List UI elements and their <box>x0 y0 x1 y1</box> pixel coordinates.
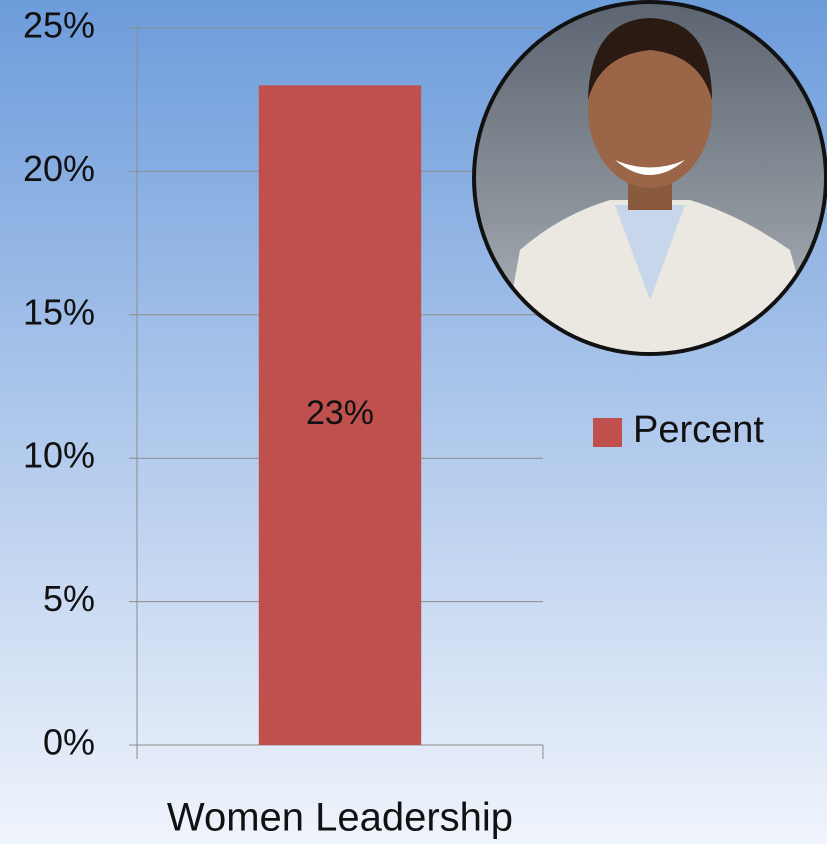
y-tick-label: 5% <box>43 578 95 619</box>
x-tick-label: Women Leadership <box>167 796 513 840</box>
legend-label: Percent <box>633 409 764 451</box>
value-label: 23% <box>306 394 374 432</box>
y-tick-label: 20% <box>23 148 95 189</box>
y-tick-label: 15% <box>23 291 95 332</box>
y-tick-label: 10% <box>23 435 95 476</box>
legend-swatch <box>593 418 622 447</box>
y-tick-label: 25% <box>23 5 95 46</box>
chart: 0% 5% 10% 15% 20% 25% Women Leadership 23% Perce… <box>0 0 827 844</box>
y-tick-label: 0% <box>43 722 95 763</box>
